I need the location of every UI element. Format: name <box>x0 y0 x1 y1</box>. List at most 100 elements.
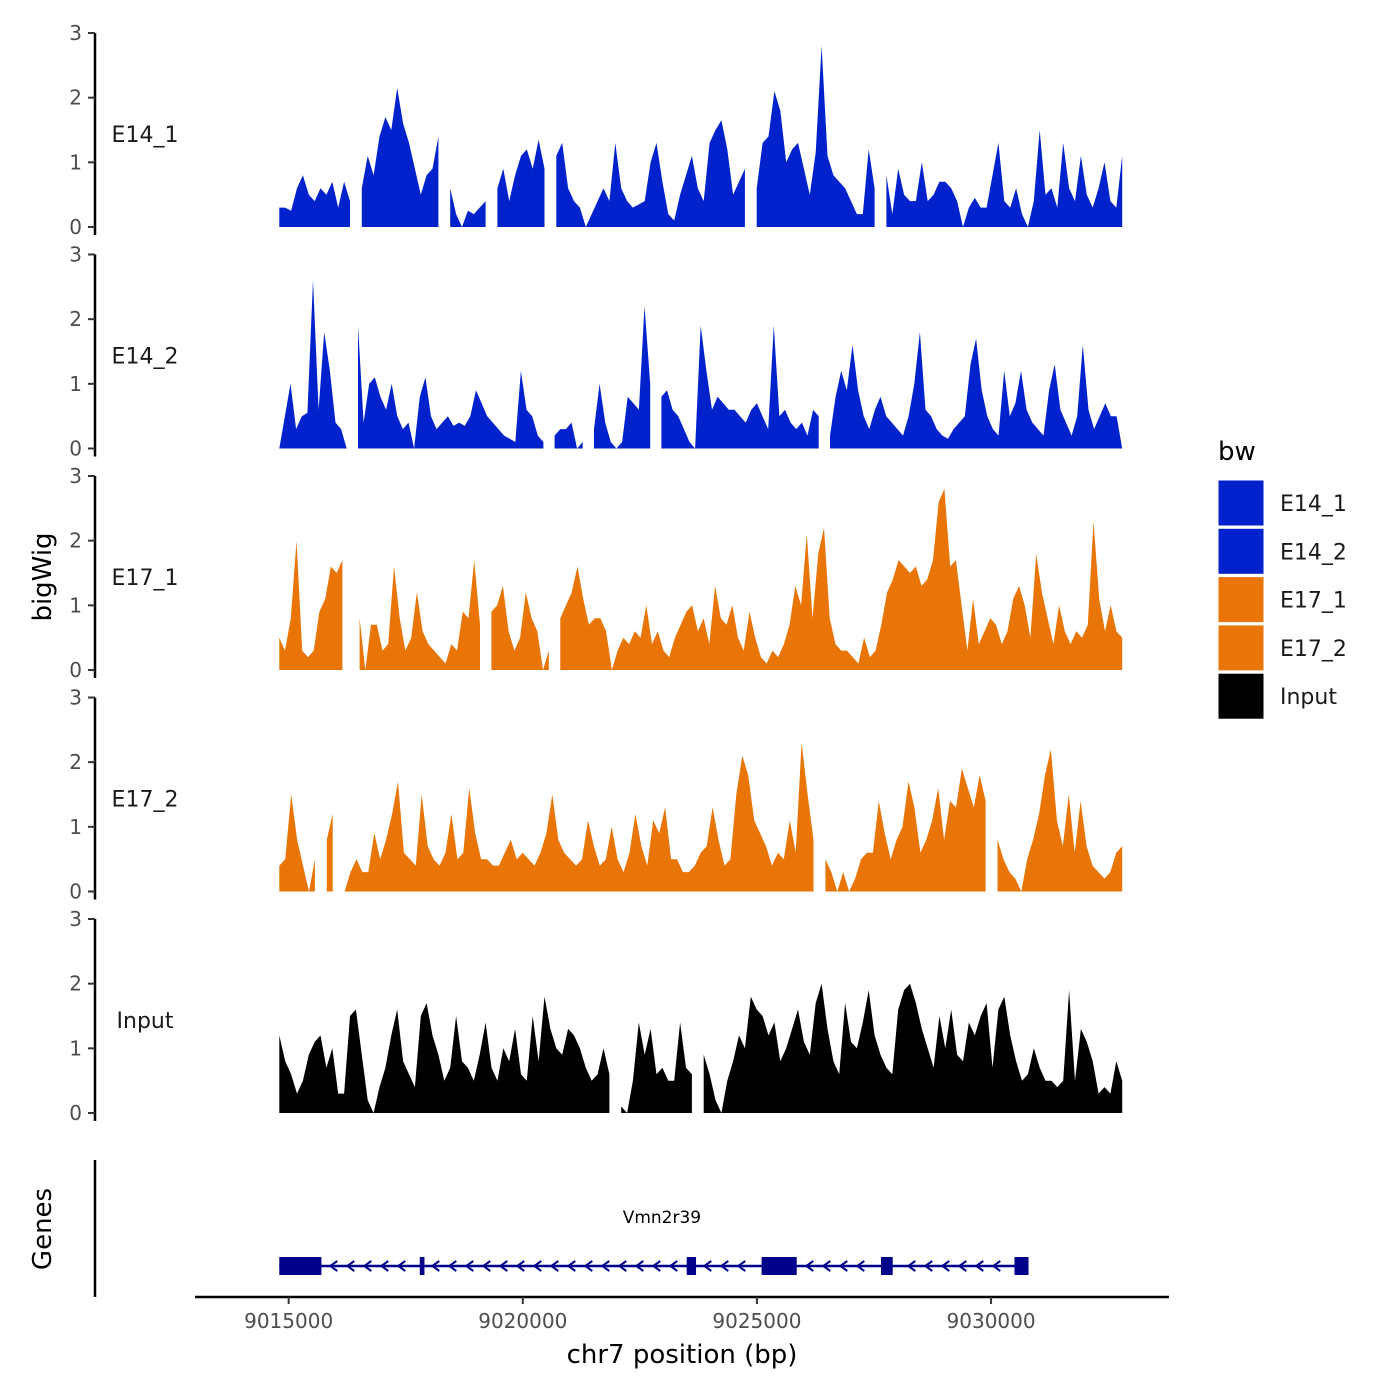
coverage-area <box>361 88 439 227</box>
x-tick-label: 9025000 <box>712 1309 801 1333</box>
x-tick-label: 9020000 <box>478 1309 567 1333</box>
coverage-area <box>497 139 545 227</box>
track-label: E14_1 <box>112 123 179 148</box>
y-tick-label: 3 <box>69 686 82 710</box>
coverage-area <box>279 280 347 449</box>
strand-arrow-icon <box>906 1260 916 1272</box>
strand-arrow-icon <box>481 1260 491 1272</box>
legend: bw E14_1 E14_2 E17_1 E17_2 Input <box>1217 437 1347 720</box>
coverage-area <box>556 120 745 227</box>
x-axis: 9015000 9020000 9025000 9030000 <box>195 1295 1169 1333</box>
strand-arrow-icon <box>430 1260 440 1272</box>
gene-name-label: Vmn2r39 <box>623 1208 701 1228</box>
coverage-area <box>594 306 651 449</box>
track-label: E17_2 <box>112 788 179 813</box>
strand-arrow-icon <box>498 1260 508 1272</box>
strand-arrow-icon <box>736 1260 746 1272</box>
gene-exon <box>686 1257 697 1275</box>
y-tick-label: 0 <box>69 880 82 904</box>
y-tick-label: 3 <box>69 21 82 45</box>
track-label: E17_1 <box>112 566 179 591</box>
track-e14-2: 0 1 2 3 E14_2 <box>69 243 1123 461</box>
y-tick-label: 0 <box>69 437 82 461</box>
strand-arrow-icon <box>515 1260 525 1272</box>
y-tick-label: 1 <box>69 150 82 174</box>
strand-arrow-icon <box>923 1260 933 1272</box>
strand-arrow-icon <box>821 1260 831 1272</box>
strand-arrow-icon <box>634 1260 644 1272</box>
legend-item: E14_1 <box>1217 479 1347 527</box>
track-label: Input <box>117 1009 174 1034</box>
coverage-area <box>359 560 480 670</box>
coverage-area <box>560 488 1123 670</box>
strand-arrow-icon <box>617 1260 627 1272</box>
y-tick-label: 1 <box>69 1036 82 1060</box>
strand-arrow-icon <box>464 1260 474 1272</box>
gene-exon <box>1014 1257 1029 1275</box>
strand-arrow-icon <box>532 1260 542 1272</box>
strand-arrow-icon <box>991 1260 1001 1272</box>
legend-swatch <box>1217 527 1265 575</box>
gene-exon <box>881 1257 893 1275</box>
legend-label: Input <box>1280 685 1337 710</box>
coverage-area <box>661 325 819 449</box>
coverage-area <box>279 540 343 670</box>
strand-arrow-icon <box>940 1260 950 1272</box>
strand-arrow-icon <box>379 1260 389 1272</box>
coverage-area <box>358 325 544 449</box>
y-tick-label: 1 <box>69 372 82 396</box>
strand-arrow-icon <box>345 1260 355 1272</box>
y-tick-label: 2 <box>69 307 82 331</box>
y-tick-label: 1 <box>69 593 82 617</box>
legend-label: E17_2 <box>1280 637 1347 662</box>
coverage-area <box>621 1022 692 1113</box>
coverage-area <box>825 768 986 892</box>
y-tick-label: 3 <box>69 907 82 931</box>
coverage-area <box>279 996 610 1113</box>
coverage-area <box>279 175 350 227</box>
coverage-area <box>554 422 583 449</box>
strand-arrow-icon <box>566 1260 576 1272</box>
coverage-area <box>450 188 486 227</box>
coverage-area <box>326 813 333 892</box>
x-tick-label: 9030000 <box>947 1309 1036 1333</box>
y-tick-label: 2 <box>69 529 82 553</box>
strand-arrow-icon <box>702 1260 712 1272</box>
track-label: E14_2 <box>112 345 179 370</box>
coverage-area <box>344 742 814 892</box>
y-axis-title: bigWig <box>28 532 58 621</box>
coverage-tracks: 0 1 2 3 E14_1 0 1 2 3 E14_2 0 1 2 3 E17_1 0 1 2 3 E17_2 0 1 2 3… <box>69 21 1123 1125</box>
strand-arrow-icon <box>328 1260 338 1272</box>
strand-arrow-icon <box>600 1260 610 1272</box>
strand-arrow-icon <box>651 1260 661 1272</box>
y-tick-label: 0 <box>69 1101 82 1125</box>
legend-swatch <box>1217 479 1265 527</box>
track-input: 0 1 2 3 Input <box>69 907 1123 1125</box>
strand-arrow-icon <box>447 1260 457 1272</box>
legend-item: E17_2 <box>1217 624 1347 672</box>
y-tick-label: 2 <box>69 750 82 774</box>
y-tick-label: 0 <box>69 658 82 682</box>
coverage-area <box>886 130 1123 227</box>
strand-arrow-icon <box>957 1260 967 1272</box>
y-tick-label: 2 <box>69 86 82 110</box>
gene-exon <box>419 1257 425 1275</box>
coverage-area <box>997 749 1123 892</box>
strand-arrow-icon <box>974 1260 984 1272</box>
strand-arrow-icon <box>583 1260 593 1272</box>
legend-item: E14_2 <box>1217 527 1347 575</box>
gene-exon <box>761 1257 797 1275</box>
strand-arrow-icon <box>549 1260 559 1272</box>
gene-track-title: Genes <box>28 1188 58 1270</box>
y-tick-label: 3 <box>69 464 82 488</box>
gene-track: Vmn2r39 <box>93 1160 1029 1297</box>
legend-title: bw <box>1218 437 1256 467</box>
strand-arrow-icon <box>804 1260 814 1272</box>
y-tick-label: 1 <box>69 815 82 839</box>
y-tick-label: 3 <box>69 243 82 267</box>
strand-arrow-icon <box>719 1260 729 1272</box>
strand-arrow-icon <box>396 1260 406 1272</box>
legend-swatch <box>1217 576 1265 624</box>
gene-exon <box>279 1257 322 1275</box>
